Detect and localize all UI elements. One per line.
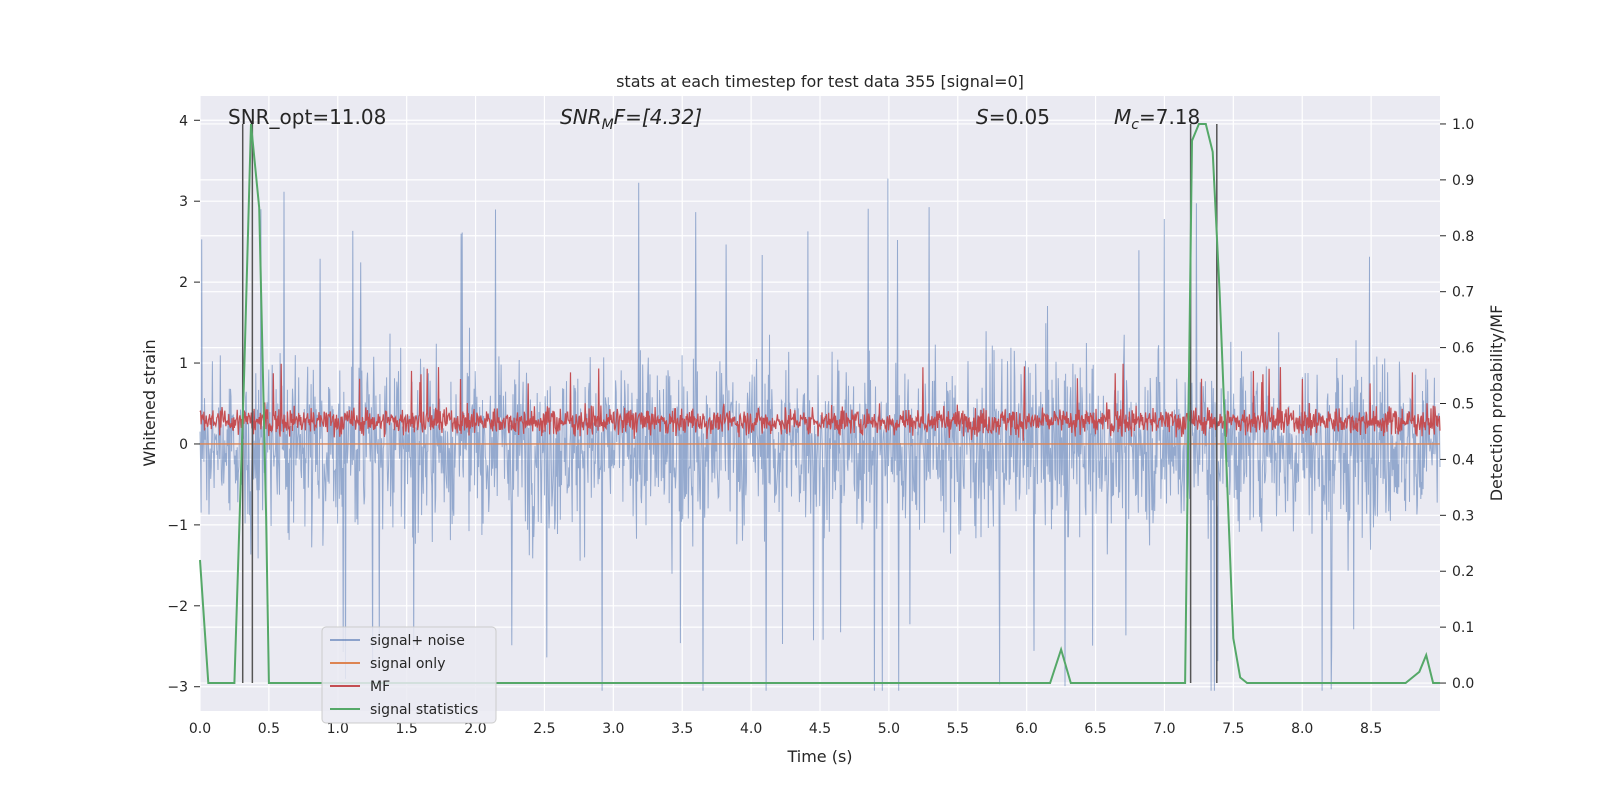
- annotation-s-stat: S=0.05: [976, 105, 1050, 129]
- x-tick-label: 6.5: [1084, 721, 1106, 737]
- y-axis-label-right: Detection probability/MF: [1487, 305, 1506, 502]
- y-tick-label-left: 2: [179, 275, 188, 291]
- x-tick-label: 1.0: [327, 721, 349, 737]
- x-tick-label: 5.5: [947, 721, 969, 737]
- x-tick-label: 0.5: [258, 721, 280, 737]
- x-tick-label: 8.5: [1360, 721, 1382, 737]
- mf-series: [199, 363, 1441, 441]
- y-tick-label-right: 0.2: [1452, 564, 1474, 580]
- y-tick-label-right: 0.7: [1452, 285, 1474, 301]
- y-tick-label-right: 0.8: [1452, 229, 1474, 245]
- y-tick-label-right: 0.6: [1452, 341, 1474, 357]
- x-tick-label: 4.5: [809, 721, 831, 737]
- mf-line: [199, 363, 1441, 441]
- signal-noise-series: [199, 178, 1441, 691]
- tick-labels: 0.0 0.5 1.0 1.5 2.0 2.5 3.0 3.5 4.0 4.5 5.0 5.5 6.0 6…: [167, 113, 1474, 737]
- signal-statistics-series: [199, 123, 1440, 684]
- annotation-snr-opt: SNR_opt=11.08: [228, 105, 386, 129]
- annotation-snr-mf: SNRMF=[4.32]: [560, 105, 702, 133]
- x-tick-label: 8.0: [1291, 721, 1313, 737]
- y-tick-label-right: 0.1: [1452, 620, 1474, 636]
- y-tick-label-right: 0.9: [1452, 173, 1474, 189]
- y-tick-label-left: −3: [167, 680, 188, 696]
- x-tick-label: 2.0: [464, 721, 486, 737]
- y-tick-label-left: −1: [167, 518, 188, 534]
- y-tick-label-right: 0.3: [1452, 508, 1474, 524]
- legend-label: MF: [370, 679, 390, 695]
- legend-label: signal only: [370, 656, 445, 672]
- annotation-mc: Mc=7.18: [1114, 105, 1200, 133]
- x-tick-label: 3.0: [602, 721, 624, 737]
- x-tick-label: 7.0: [1153, 721, 1175, 737]
- y-axis-label-left: Whitened strain: [140, 339, 159, 466]
- x-tick-label: 2.5: [533, 721, 555, 737]
- chart-title: stats at each timestep for test data 355…: [616, 72, 1024, 91]
- y-tick-label-left: 4: [179, 113, 188, 129]
- y-tick-label-right: 0.0: [1452, 676, 1474, 692]
- y-tick-label-right: 1.0: [1452, 117, 1474, 133]
- signal-noise-line: [199, 178, 1441, 691]
- y-tick-label-left: 1: [179, 356, 188, 372]
- x-axis-label: Time (s): [786, 747, 852, 766]
- x-tick-label: 4.0: [740, 721, 762, 737]
- legend: signal+ noise signal only MF signal statist…: [321, 626, 497, 724]
- y-tick-label-right: 0.4: [1452, 452, 1474, 468]
- signal-statistics-line: [199, 123, 1440, 684]
- x-tick-label: 5.0: [878, 721, 900, 737]
- y-tick-label-left: 0: [179, 437, 188, 453]
- x-tick-label: 0.0: [189, 721, 211, 737]
- legend-box: [321, 626, 497, 724]
- y-tick-label-left: 3: [179, 194, 188, 210]
- x-tick-label: 6.0: [1016, 721, 1038, 737]
- y-tick-label-left: −2: [167, 599, 188, 615]
- x-tick-label: 7.5: [1222, 721, 1244, 737]
- legend-label: signal+ noise: [370, 633, 465, 649]
- y-tick-label-right: 0.5: [1452, 397, 1474, 413]
- legend-label: signal statistics: [370, 702, 478, 718]
- x-tick-label: 3.5: [671, 721, 693, 737]
- x-tick-label: 1.5: [396, 721, 418, 737]
